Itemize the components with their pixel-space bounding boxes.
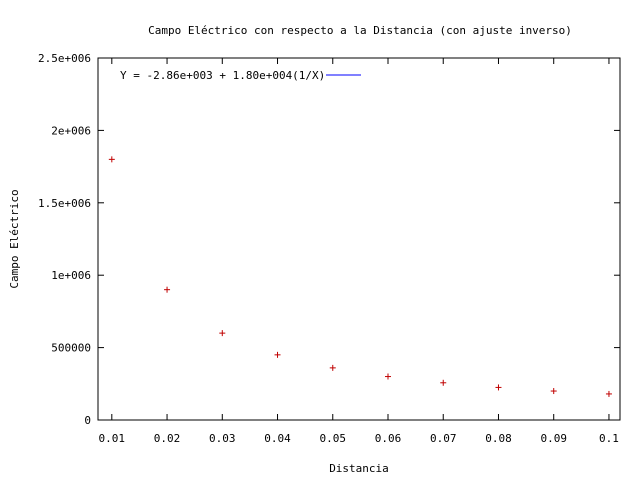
x-tick-label-1: 0.02 bbox=[154, 432, 181, 445]
data-point-9 bbox=[605, 390, 612, 397]
y-tick-label-0: 0 bbox=[84, 414, 91, 427]
x-axis-ticks: 0.01 0.02 0.03 0.04 0.05 0.06 0.07 0.08 0.09 0.1 bbox=[99, 58, 619, 445]
data-points bbox=[108, 156, 612, 397]
data-point-7 bbox=[495, 384, 502, 391]
data-point-3 bbox=[274, 351, 281, 358]
x-tick-label-7: 0.08 bbox=[485, 432, 512, 445]
y-axis-ticks: 0 500000 1e+006 1.5e+006 2e+006 2.5e+006 bbox=[38, 52, 620, 427]
x-axis-label: Distancia bbox=[329, 462, 389, 475]
legend: Y = -2.86e+003 + 1.80e+004(1/X) bbox=[120, 69, 361, 82]
x-tick-label-5: 0.06 bbox=[375, 432, 402, 445]
data-point-5 bbox=[385, 373, 391, 380]
x-tick-label-4: 0.05 bbox=[320, 432, 347, 445]
data-point-0 bbox=[108, 156, 115, 163]
x-tick-label-8: 0.09 bbox=[540, 432, 567, 445]
x-tick-label-9: 0.1 bbox=[599, 432, 619, 445]
y-tick-label-3: 1.5e+006 bbox=[38, 197, 91, 210]
data-point-1 bbox=[164, 286, 171, 293]
y-tick-label-4: 2e+006 bbox=[51, 124, 91, 137]
data-point-2 bbox=[219, 330, 226, 337]
data-point-8 bbox=[550, 388, 557, 395]
data-point-6 bbox=[440, 379, 447, 386]
x-tick-label-6: 0.07 bbox=[430, 432, 457, 445]
data-point-4 bbox=[329, 364, 336, 371]
legend-label: Y = -2.86e+003 + 1.80e+004(1/X) bbox=[120, 69, 325, 82]
y-tick-label-2: 1e+006 bbox=[51, 269, 91, 282]
x-tick-label-2: 0.03 bbox=[209, 432, 236, 445]
y-tick-label-1: 500000 bbox=[51, 342, 91, 355]
chart-title: Campo Eléctrico con respecto a la Distan… bbox=[148, 24, 572, 37]
y-axis-label: Campo Eléctrico bbox=[8, 189, 21, 288]
x-tick-label-3: 0.04 bbox=[264, 432, 291, 445]
y-tick-label-5: 2.5e+006 bbox=[38, 52, 91, 65]
plot-frame bbox=[97, 57, 621, 421]
x-tick-label-0: 0.01 bbox=[99, 432, 126, 445]
